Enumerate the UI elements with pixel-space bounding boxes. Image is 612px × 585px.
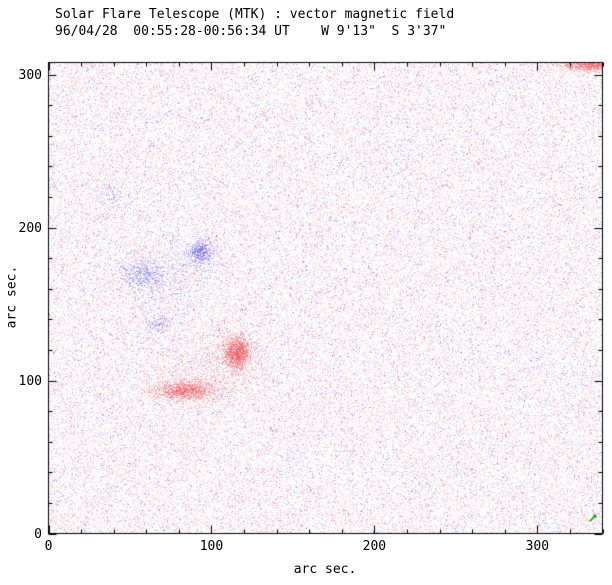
x-tick-label: 0 (44, 539, 53, 554)
x-tick-label: 200 (362, 539, 387, 554)
figure-subtitle: 96/04/28 00:55:28-00:56:34 UT W 9'13" S … (55, 24, 447, 39)
x-tick-label: 100 (199, 539, 224, 554)
y-tick-label: 300 (18, 67, 42, 83)
y-axis-label: arc sec. (4, 265, 20, 329)
y-tick-label: 0 (34, 526, 42, 542)
y-tick-label: 100 (18, 373, 42, 389)
x-axis-label: arc sec. (293, 562, 357, 577)
y-tick-label: 200 (18, 220, 42, 236)
figure-title: Solar Flare Telescope (MTK) : vector mag… (55, 7, 455, 22)
x-tick-label: 300 (525, 539, 550, 554)
